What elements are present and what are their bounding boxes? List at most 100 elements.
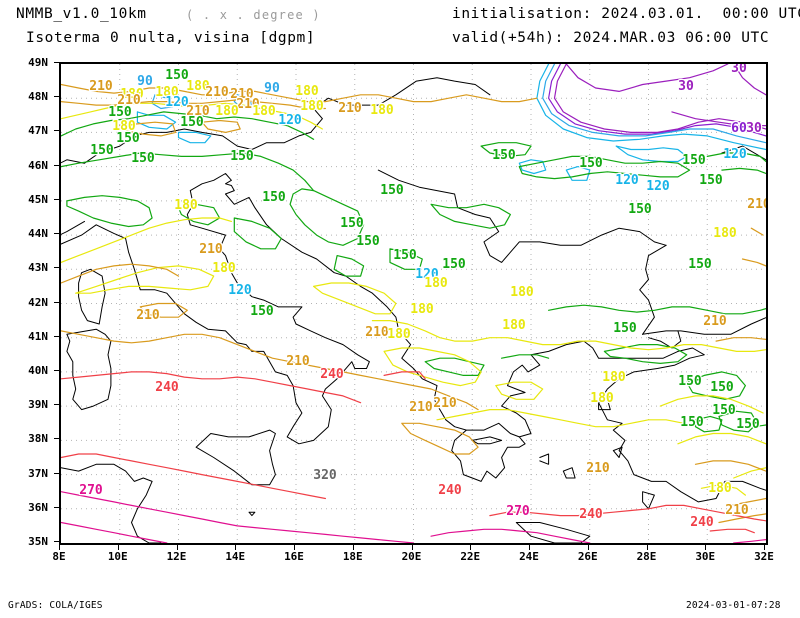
coastline-path	[471, 436, 503, 445]
contour-label: 150	[230, 149, 254, 164]
contour-label: 150	[710, 380, 734, 395]
contour-label: 240	[438, 483, 462, 498]
coastline-path	[598, 398, 611, 411]
contour-level-210	[139, 302, 188, 318]
contour-level-210	[741, 258, 766, 267]
contour-label: 270	[506, 504, 530, 519]
contour-label: 180	[120, 87, 144, 102]
contour-level-210	[61, 99, 326, 110]
contour-label: 30	[746, 121, 762, 136]
x-tick	[529, 545, 530, 550]
contour-level-90	[542, 64, 766, 144]
contour-label: 30	[678, 79, 694, 94]
coastline-path	[61, 463, 162, 543]
contour-label: 240	[579, 507, 603, 522]
coastline-path	[612, 446, 623, 458]
contour-level-210	[730, 497, 766, 506]
coastline-path	[562, 467, 576, 479]
contour-level-240	[709, 528, 755, 534]
contour-label: 150	[250, 304, 274, 319]
contour-level-270	[430, 528, 591, 543]
coastline-path	[642, 317, 766, 335]
x-tick	[176, 545, 178, 550]
contour-label: 150	[688, 257, 712, 272]
contour-label: 150	[712, 403, 736, 418]
contour-level-180	[659, 395, 764, 414]
contour-label: 180	[295, 84, 319, 99]
contour-level-270	[733, 539, 766, 543]
y-tick	[54, 369, 59, 371]
x-axis-label: 22E	[460, 550, 481, 563]
y-axis-label: 46N	[28, 158, 48, 172]
coastline-path	[66, 328, 112, 411]
contour-label: 150	[613, 321, 637, 336]
contour-label: 210	[409, 400, 433, 415]
contour-label: 210	[725, 503, 749, 518]
y-tick	[54, 404, 59, 406]
contour-level-150	[66, 195, 153, 228]
contour-level-30	[565, 64, 729, 92]
x-axis-label: 20E	[401, 550, 422, 563]
contour-label: 150	[682, 153, 706, 168]
contour-level-30	[553, 64, 766, 133]
contour-level-270	[61, 491, 415, 543]
contour-label: 210	[89, 79, 113, 94]
y-axis-label: 45N	[28, 192, 48, 206]
x-tick	[705, 545, 707, 550]
contour-label: 210	[136, 308, 160, 323]
x-tick	[352, 545, 354, 550]
plot-timestamp: 2024-03-01-07:28	[686, 600, 781, 611]
contour-level-210	[694, 460, 766, 472]
field-description: Isoterma 0 nulta, visina [dgpm]	[26, 30, 316, 46]
contour-level-150	[424, 357, 485, 376]
contour-label: 210	[230, 87, 254, 102]
contour-map-plot: 210 90 150 180 180 180 210 210 90 180 210 120 210 180…	[59, 62, 768, 545]
y-tick	[54, 130, 59, 132]
contour-label: 180	[708, 481, 732, 496]
contour-label: 150	[628, 202, 652, 217]
contour-label: 150	[356, 234, 380, 249]
coastline-path	[78, 268, 106, 325]
contour-level-120	[177, 131, 212, 144]
contour-level-150	[518, 155, 691, 180]
y-tick	[54, 335, 59, 337]
contour-label: 180	[252, 104, 276, 119]
contour-label: 210	[703, 314, 727, 329]
contour-level-150	[686, 371, 746, 400]
coastline-path	[61, 77, 491, 164]
contour-label: 240	[155, 380, 179, 395]
contour-label: 150	[393, 248, 417, 263]
contour-label: 210	[117, 93, 141, 108]
contour-level-240	[489, 508, 650, 517]
contour-level-180	[383, 347, 482, 387]
contour-level-150	[430, 203, 511, 229]
contour-label: 210	[747, 197, 766, 212]
contour-label: 180	[112, 119, 136, 134]
contour-label: 150	[699, 173, 723, 188]
contour-level-210	[61, 330, 479, 411]
contour-label: 180	[300, 99, 324, 114]
contour-level-180	[75, 265, 215, 294]
contour-level-120	[615, 145, 688, 163]
contour-label: 150	[579, 156, 603, 171]
contour-level-120	[565, 166, 591, 181]
contour-level-150	[61, 111, 315, 140]
contour-label: 240	[320, 367, 344, 382]
contour-level-240	[383, 371, 426, 380]
contour-label: 150	[380, 183, 404, 198]
contour-label: 120	[615, 173, 639, 188]
contour-level-180	[313, 282, 397, 315]
x-tick	[235, 545, 237, 550]
contour-label: 210	[338, 101, 362, 116]
contour-level-150	[61, 152, 315, 192]
contour-level-150	[501, 354, 550, 359]
x-axis-label: 10E	[107, 550, 128, 563]
y-tick	[54, 541, 59, 542]
y-tick	[54, 198, 59, 200]
grads-credit: GrADS: COLA/IGES	[8, 600, 103, 611]
y-tick	[54, 506, 59, 508]
coastline-path	[515, 522, 591, 543]
x-axis-label: 32E	[754, 550, 774, 563]
